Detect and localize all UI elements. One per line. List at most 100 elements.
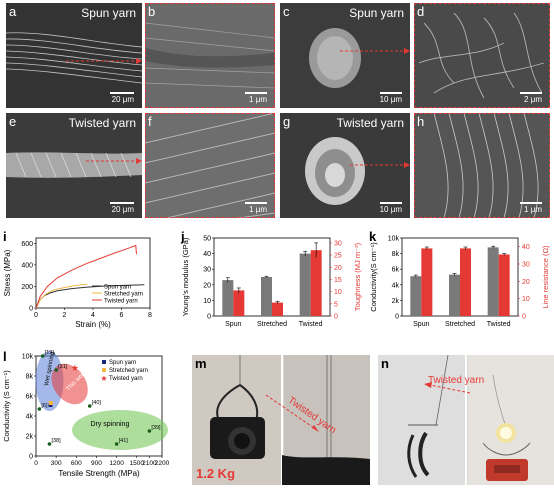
y2-tick-label: 10	[334, 289, 342, 296]
y-axis-label: Conductivity (S cm⁻¹)	[2, 370, 11, 442]
region-label: Dry spinning	[90, 421, 129, 428]
y-tick-label: 4k	[392, 282, 400, 289]
panel-label: i	[3, 229, 7, 244]
y-tick-label: 0	[29, 306, 33, 313]
scale-bar: 10 μm	[380, 202, 402, 214]
y2-tick-label: 25	[334, 253, 342, 260]
panel-c-sem-image: c Spun yarn 10 μm	[280, 3, 410, 108]
panel-label: j	[181, 229, 185, 244]
bar	[449, 274, 460, 316]
scale-bar: 20 μm	[110, 202, 134, 214]
panel-f-sem-image: f 1 μm	[145, 113, 275, 218]
bar	[498, 254, 510, 316]
y-tick-label: 10k	[388, 236, 400, 243]
panel-h-sem-image: h 1 μm	[414, 113, 550, 218]
reference-point	[40, 354, 45, 358]
spun-yarn-cross-zoom-image	[414, 3, 550, 108]
y-tick-label: 400	[21, 262, 33, 269]
y-tick-label: 2k	[26, 434, 34, 441]
y-tick-label: 0	[395, 314, 399, 321]
twisted-yarn-side-image	[6, 113, 142, 218]
reference-label: [41]	[119, 438, 129, 444]
bar	[487, 247, 499, 316]
reference-point	[47, 442, 52, 446]
stress-strain-chart: 0 200 400 600 0 2 4 6 8 Strain (%) Stress (MPa) Spu…	[3, 237, 152, 329]
y-tick-label: 8k	[26, 374, 34, 381]
y-tick-label: 10k	[22, 354, 34, 361]
y-tick-label: 600	[21, 241, 33, 248]
legend-label: Twisted yarn	[104, 299, 138, 305]
plot-frame	[35, 237, 151, 309]
reference-label: [40]	[92, 400, 102, 406]
panel-title: Spun yarn	[349, 6, 404, 20]
panel-e-sem-image: e Twisted yarn 20 μm	[6, 113, 142, 218]
weight-label: 1.2 Kg	[196, 466, 236, 481]
legend-label: Spun yarn	[104, 285, 131, 291]
y2-tick-label: 0	[522, 314, 526, 321]
reference-label: [31]	[58, 364, 68, 370]
y2-tick-label: 0	[334, 314, 338, 321]
reference-label: [19]	[45, 350, 55, 356]
panel-title: Spun yarn	[81, 6, 136, 20]
y-tick-label: 8k	[392, 251, 400, 258]
spun-yarn-side-image	[6, 3, 142, 108]
x-tick-label: 2	[63, 312, 67, 319]
scale-bar: 1 μm	[520, 202, 542, 214]
panel-b-sem-image: b 1 μm	[145, 3, 275, 108]
region-dry-spinning	[72, 410, 168, 450]
y-tick-label: 40	[203, 251, 211, 258]
reference-label: [6]	[41, 403, 48, 409]
y-tick-label: 20	[203, 282, 211, 289]
scale-bar: 10 μm	[380, 92, 402, 104]
panel-m-photo: m Twisted yarn 1.2 Kg	[192, 355, 370, 485]
y2-tick-label: 30	[522, 262, 530, 269]
y2-tick-label: 40	[522, 244, 530, 251]
bar	[299, 253, 311, 316]
legend-label: Stretched yarn	[109, 368, 148, 374]
x-tick-label: Stretched	[445, 321, 475, 328]
scale-bar: 20 μm	[110, 92, 134, 104]
panel-a-sem-image: a Spun yarn 20 μm	[6, 3, 142, 108]
x-tick-label: Spun	[225, 321, 241, 328]
panel-g-sem-image: g Twisted yarn 10 μm	[280, 113, 410, 218]
panel-n-photo: n Twisted yarn	[378, 355, 554, 485]
twisted-yarn-zoom-image	[145, 113, 275, 218]
legend-swatch: ★	[100, 374, 107, 383]
x-tick-label: 300	[51, 460, 62, 467]
panel-label: d	[417, 4, 425, 19]
legend-label: Spun yarn	[109, 360, 136, 366]
y2-tick-label: 10	[522, 296, 530, 303]
bar	[233, 290, 245, 316]
y-tick-label: 10	[203, 298, 211, 305]
x-axis-label: Tensile Strength (MPa)	[58, 469, 140, 478]
x-tick-label: 6	[120, 312, 124, 319]
x-tick-label: 2200	[155, 460, 170, 467]
y2-tick-label: 20	[522, 279, 530, 286]
panel-label: g	[283, 114, 291, 129]
y-tick-label: 200	[21, 284, 33, 291]
spun-yarn-zoom-image	[145, 3, 275, 108]
reference-point	[87, 404, 92, 408]
y-tick-label: 2k	[392, 298, 400, 305]
lamp-circuit-photo	[378, 355, 554, 485]
camera-lifting-photo	[192, 355, 370, 485]
panel-k-conductivity-resistance-chart: k 0 2k 4k 6k 8k 10k 0 10 20 30 40 Spun Stretched Twis…	[366, 228, 554, 346]
bar	[460, 248, 471, 316]
x-tick-label: 8	[148, 312, 152, 319]
y2-tick-label: 15	[334, 277, 342, 284]
panel-title: Twisted yarn	[68, 116, 136, 130]
panel-label: e	[9, 114, 17, 129]
y2-tick-label: 30	[334, 240, 342, 247]
scale-bar: 2 μm	[520, 92, 542, 104]
y-tick-label: 6k	[26, 394, 34, 401]
legend-label: Twisted yarn	[109, 376, 143, 382]
plot-frame	[35, 355, 163, 457]
series-line	[35, 283, 88, 309]
y-axis-label: Young's modulus (GPa)	[181, 237, 190, 316]
panel-label: a	[9, 4, 17, 19]
bar	[421, 248, 433, 316]
panel-d-sem-image: d 2 μm	[414, 3, 550, 108]
y2-tick-label: 5	[334, 301, 338, 308]
bar	[410, 276, 422, 316]
